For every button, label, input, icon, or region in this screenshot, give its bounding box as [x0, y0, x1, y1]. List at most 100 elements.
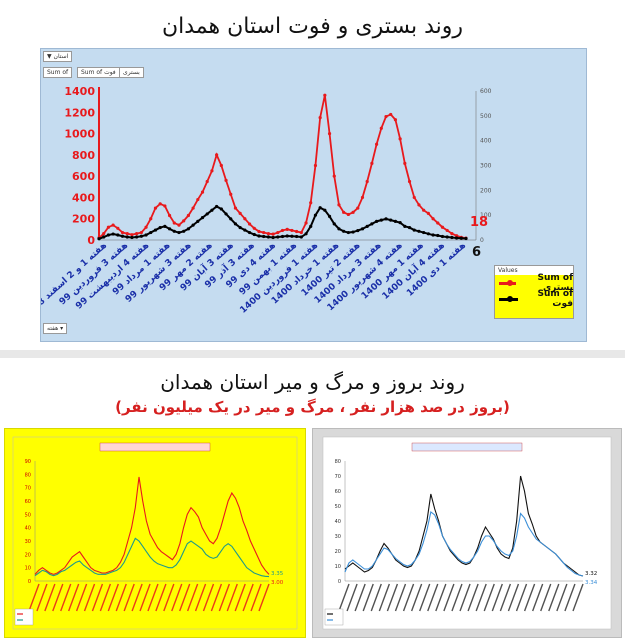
data-point	[153, 228, 158, 232]
chevron-down-icon: ▾	[60, 325, 64, 332]
data-point	[120, 234, 125, 238]
data-point	[163, 224, 167, 228]
right-axis-tick-label: 0	[480, 237, 484, 244]
data-point	[313, 213, 318, 217]
data-point	[318, 206, 322, 210]
data-point	[290, 234, 294, 238]
data-point	[167, 227, 172, 231]
x-tick-label-mark	[123, 583, 135, 612]
data-point	[144, 225, 148, 229]
x-tick-label-mark	[410, 583, 423, 612]
data-point	[454, 234, 459, 238]
filter-chip[interactable]: ▼ استان	[43, 51, 73, 62]
x-tick-label-mark	[459, 583, 471, 612]
data-point	[360, 195, 365, 200]
y-tick-label: 20	[25, 552, 31, 558]
data-point	[125, 232, 129, 236]
x-tick-label-mark	[531, 583, 544, 612]
y-tick-label: 60	[335, 489, 341, 495]
data-point	[243, 217, 247, 221]
section-subtitle: (بروز در صد هزار نفر ، مرگ و میر در یک م…	[115, 398, 510, 416]
x-tick-label-mark	[338, 583, 350, 612]
y-tick-label: 40	[335, 519, 341, 525]
data-point	[431, 217, 435, 221]
x-tick-label-mark	[28, 583, 40, 612]
data-point	[158, 202, 162, 206]
data-point	[186, 227, 190, 231]
data-point	[271, 232, 275, 236]
data-point	[313, 163, 318, 168]
data-point	[384, 114, 388, 119]
mortality-chart-svg: 0 10 20 30 40 50 60 70 80 3.32 3.34	[322, 436, 612, 630]
y-tick-label: 60	[25, 499, 31, 505]
data-point	[196, 197, 200, 202]
y-tick-label: 80	[335, 459, 341, 465]
week-chip[interactable]: هفته ▾	[43, 323, 68, 334]
x-tick-label-mark	[139, 583, 151, 612]
x-tick-label-mark	[75, 583, 88, 612]
right-axis-tick-label: 400	[480, 138, 492, 145]
incidence-chart-svg: 0 10 20 30 40 50 60 70 80 90 3.35 3.00	[12, 436, 298, 630]
data-point	[224, 212, 228, 216]
plot-frame	[12, 436, 298, 630]
data-point	[304, 232, 308, 236]
y-tick-label: 90	[25, 459, 31, 465]
data-point	[445, 235, 449, 239]
x-tick-label-mark	[258, 583, 270, 612]
x-tick-label-mark	[515, 583, 528, 612]
data-point	[327, 214, 332, 219]
data-point	[130, 233, 134, 237]
data-point	[379, 126, 383, 130]
y-tick-label: 20	[335, 549, 341, 555]
data-point	[257, 234, 261, 238]
data-point	[125, 235, 129, 239]
data-point	[440, 225, 445, 229]
x-tick-label-mark	[370, 583, 382, 612]
x-tick-label-mark	[402, 583, 415, 612]
field-chip-3[interactable]: بستری	[119, 67, 144, 78]
data-point	[351, 230, 355, 234]
x-tick-label-mark	[163, 583, 175, 612]
x-tick-label-mark	[346, 583, 358, 612]
legend-title: Values	[495, 266, 573, 275]
right-axis-tick-label: 500	[480, 113, 492, 120]
data-point	[252, 226, 256, 230]
data-point	[229, 217, 233, 221]
series-line	[98, 95, 467, 239]
end-value-label: 3.34	[585, 580, 598, 586]
left-axis-tick-label: 1400	[64, 85, 95, 98]
x-tick-label-mark	[226, 583, 238, 612]
data-point	[276, 230, 280, 235]
data-point	[229, 192, 233, 196]
field-chip-1[interactable]: Sum of	[43, 67, 73, 78]
data-point	[356, 228, 360, 233]
data-point	[130, 235, 134, 240]
data-point	[393, 118, 398, 122]
data-point	[290, 228, 294, 233]
data-point	[337, 203, 341, 207]
x-tick-label-mark	[443, 583, 455, 612]
data-point	[210, 169, 214, 173]
left-axis-tick-label: 800	[72, 149, 95, 162]
x-tick-label-mark	[548, 583, 560, 612]
x-tick-label-mark	[354, 583, 366, 612]
data-point	[111, 232, 115, 236]
x-tick-label-mark	[427, 583, 439, 612]
x-tick-label-mark	[419, 583, 431, 612]
legend-item-label: Sum of بستری	[537, 273, 574, 293]
left-axis-tick-label: 0	[87, 234, 95, 247]
week-chip-label: هفته	[47, 325, 59, 332]
plot-frame	[322, 436, 612, 630]
legend-item-hospitalized: Sum of بستری	[495, 273, 574, 293]
x-tick-label-mark	[171, 583, 183, 612]
x-tick-label-mark	[44, 583, 56, 612]
data-point	[262, 234, 266, 239]
data-point	[431, 233, 435, 237]
data-point	[351, 210, 355, 214]
data-point	[459, 236, 463, 240]
data-point	[332, 174, 336, 178]
data-point	[276, 235, 280, 239]
data-point	[295, 234, 299, 239]
data-point	[299, 230, 303, 235]
data-point	[417, 203, 421, 207]
